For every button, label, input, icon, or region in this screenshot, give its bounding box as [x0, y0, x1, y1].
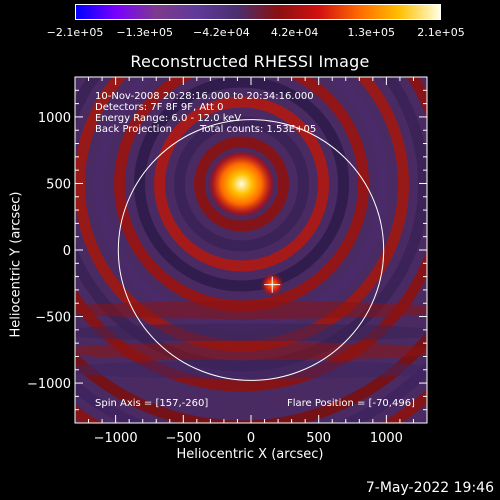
colorbar-tick-label: −2.1e+05	[46, 26, 104, 39]
colorbar-tick-label: −4.2e+04	[193, 26, 250, 39]
flare-source	[207, 149, 276, 218]
spin-axis-text: Spin Axis = [157,-260]	[95, 398, 209, 409]
colorbar-tick-label: 2.1e+05	[417, 26, 465, 39]
x-tick-label: −500	[165, 431, 201, 446]
x-tick-label: 1000	[370, 431, 403, 446]
ring-artifact	[154, 96, 330, 272]
band-artifact	[75, 342, 427, 361]
y-axis-label: Heliocentric Y (arcsec)	[8, 191, 24, 338]
x-tick-label: 500	[306, 431, 331, 446]
ring-artifact	[174, 116, 310, 252]
ring-artifact	[134, 77, 349, 292]
detectors-text: Detectors: 7F 8F 9F, Att 0	[95, 102, 224, 113]
method-text: Back Projection	[95, 124, 172, 135]
colorbar-tick-label: 4.2e+04	[270, 26, 319, 39]
y-tick-label: −500	[35, 311, 71, 326]
flare-position-text: Flare Position = [-70,496]	[287, 398, 415, 409]
y-tick-label: 500	[46, 177, 71, 192]
timestamp: 7-May-2022 19:46	[365, 480, 494, 496]
total-counts-text: Total counts: 1.53E+05	[200, 124, 317, 135]
colorbar-tick-label: 1.3e+05	[347, 26, 396, 39]
colorbar-tick-label: −1.3e+05	[116, 26, 174, 39]
y-tick-label: 0	[63, 244, 71, 259]
colorbar	[75, 4, 441, 20]
ring-artifact	[75, 77, 427, 392]
y-tick-label: 1000	[38, 111, 71, 126]
time-range-text: 10-Nov-2008 20:28:16.000 to 20:34:16.000	[95, 91, 314, 102]
x-tick-label: 0	[247, 431, 255, 446]
band-artifact	[75, 360, 427, 379]
x-axis-label: Heliocentric X (arcsec)	[176, 447, 324, 462]
x-tick-label: −1000	[94, 431, 138, 446]
ring-artifact	[75, 295, 427, 412]
ring-artifact	[194, 136, 290, 232]
axes: −1000 −500 0 500 1000 −1000 −500 0 500 1000	[27, 76, 428, 446]
chart-title: Reconstructed RHESSI Image	[130, 52, 370, 71]
band-artifact	[75, 300, 427, 319]
band-artifact	[75, 323, 427, 342]
energy-range-text: Energy Range: 6.0 - 12.0 keV	[95, 113, 242, 124]
y-tick-label: −1000	[27, 377, 71, 392]
solar-limb-circle	[117, 119, 385, 381]
